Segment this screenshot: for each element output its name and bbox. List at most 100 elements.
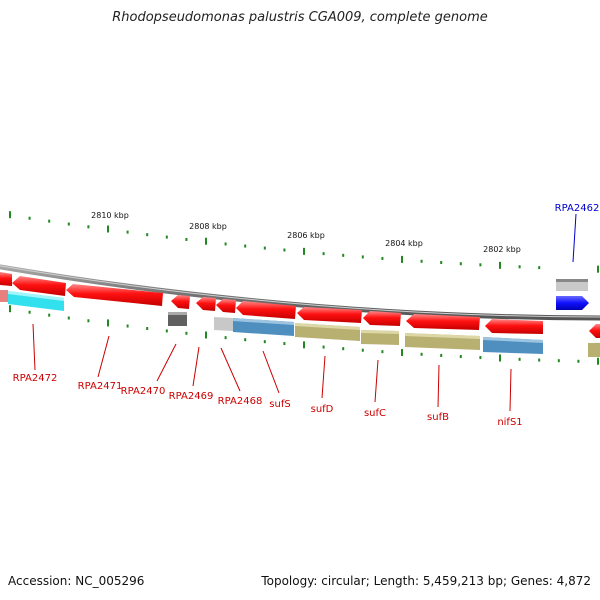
ruler-minor-tick xyxy=(185,331,188,335)
ruler-minor-tick xyxy=(381,350,384,354)
inner-ruler-ticks xyxy=(9,305,599,365)
gene-label-rpa2470[interactable]: RPA2470 xyxy=(121,386,166,397)
outer-ruler-ticks xyxy=(9,211,599,273)
ruler-major-tick xyxy=(205,237,207,245)
ruler-minor-tick xyxy=(263,246,266,250)
gene-label-sufb[interactable]: sufB xyxy=(427,412,449,423)
gene-track-top[interactable] xyxy=(0,272,600,338)
ruler-minor-tick xyxy=(146,327,149,331)
ruler-minor-tick xyxy=(538,266,541,270)
category-bar xyxy=(8,291,64,311)
ruler-minor-tick xyxy=(342,347,345,351)
ruler-minor-tick xyxy=(420,352,423,356)
ruler-minor-tick xyxy=(87,225,90,229)
gene-arrow[interactable] xyxy=(589,324,600,338)
ruler-minor-tick xyxy=(67,222,70,226)
ruler-minor-tick xyxy=(479,263,482,267)
genome-stats: Topology: circular; Length: 5,459,213 bp… xyxy=(261,574,591,588)
ruler-minor-tick xyxy=(126,230,129,234)
ruler-minor-tick xyxy=(342,253,345,257)
category-bar xyxy=(0,290,8,302)
ruler-minor-tick xyxy=(440,353,443,357)
ruler-minor-tick xyxy=(146,233,149,237)
gene-label-rpa2468[interactable]: RPA2468 xyxy=(218,396,263,407)
accession-info: Accession: NC_005296 xyxy=(8,574,144,588)
accession-value: NC_005296 xyxy=(75,574,145,588)
ruler-major-tick xyxy=(499,354,501,362)
ruler-minor-tick xyxy=(263,340,266,344)
ruler-minor-tick xyxy=(381,256,384,260)
gene-arrow[interactable] xyxy=(66,284,163,306)
genes-label: Genes: xyxy=(510,574,553,588)
ruler-minor-tick xyxy=(185,237,188,241)
ruler-major-tick xyxy=(499,261,501,269)
ruler-minor-tick xyxy=(459,262,462,266)
ruler-minor-tick xyxy=(87,319,90,323)
ruler-major-tick xyxy=(9,305,11,313)
genome-title: Rhodopseudomonas palustris CGA009, compl… xyxy=(112,10,488,25)
gene-label-sufd[interactable]: sufD xyxy=(311,404,334,415)
ruler-minor-tick xyxy=(283,342,286,346)
gene-arrow[interactable] xyxy=(216,299,236,313)
gene-label-rpa2471[interactable]: RPA2471 xyxy=(78,381,123,392)
gene-arrow[interactable] xyxy=(171,295,190,309)
gene-arrow[interactable] xyxy=(363,311,401,326)
ruler-minor-tick xyxy=(244,338,247,342)
gene-arrow[interactable] xyxy=(12,276,66,296)
ruler-minor-tick xyxy=(67,316,70,320)
ruler-minor-tick xyxy=(283,248,286,252)
ruler-minor-tick xyxy=(361,255,364,259)
ruler-minor-tick xyxy=(420,259,423,263)
gene-arrow[interactable] xyxy=(406,314,480,330)
gene-label-rpa2472[interactable]: RPA2472 xyxy=(13,373,58,384)
ruler-major-tick xyxy=(303,341,305,349)
ruler-minor-tick xyxy=(479,356,482,360)
gene-label-sufc[interactable]: sufC xyxy=(364,408,386,419)
ruler-major-tick xyxy=(597,265,599,273)
ruler-label: 2806 kbp xyxy=(287,231,325,240)
category-bar xyxy=(588,343,600,357)
gene-label-rpa2462[interactable]: RPA2462 xyxy=(555,203,600,214)
ruler-minor-tick xyxy=(361,348,364,352)
ruler-minor-tick xyxy=(577,359,580,363)
ruler-label: 2802 kbp xyxy=(483,245,521,254)
ruler-minor-tick xyxy=(28,310,31,314)
gene-arrow[interactable] xyxy=(297,307,362,323)
ruler-minor-tick xyxy=(165,329,168,333)
gene-arrow[interactable] xyxy=(196,297,216,311)
ruler-label: 2808 kbp xyxy=(189,222,227,231)
ruler-major-tick xyxy=(107,225,109,233)
outer-ruler: 2810 kbp 2808 kbp 2806 kbp 2804 kbp 2802… xyxy=(9,211,599,273)
gene-arrow[interactable] xyxy=(236,301,296,319)
ruler-label: 2810 kbp xyxy=(91,211,129,220)
ruler-major-tick xyxy=(401,255,403,263)
topology-value: circular xyxy=(321,574,366,588)
gene-label-nifs1[interactable]: nifS1 xyxy=(497,417,522,428)
category-bar xyxy=(168,312,187,326)
gene-label-sufs[interactable]: sufS xyxy=(269,399,290,410)
ruler-minor-tick xyxy=(440,261,443,265)
ruler-minor-tick xyxy=(224,242,227,246)
length-value: 5,459,213 bp xyxy=(422,574,503,588)
ruler-minor-tick xyxy=(244,244,247,248)
ruler-major-tick xyxy=(597,357,599,365)
gene-arrow[interactable] xyxy=(0,272,12,286)
gene-arrow-highlighted[interactable] xyxy=(556,296,589,310)
category-track xyxy=(0,290,600,357)
gene-arrow[interactable] xyxy=(485,319,543,334)
ruler-label: 2804 kbp xyxy=(385,239,423,248)
genes-value: 4,872 xyxy=(556,574,591,588)
ruler-minor-tick xyxy=(557,359,560,363)
gene-labels[interactable]: RPA2472 RPA2471 RPA2470 RPA2469 RPA2468 … xyxy=(13,203,600,428)
ruler-major-tick xyxy=(9,211,11,219)
ruler-major-tick xyxy=(205,331,207,339)
gene-label-rpa2469[interactable]: RPA2469 xyxy=(169,391,214,402)
ruler-minor-tick xyxy=(48,313,51,317)
genome-backbone xyxy=(0,264,600,321)
ruler-minor-tick xyxy=(165,235,168,239)
ruler-minor-tick xyxy=(224,336,227,340)
length-label: Length: xyxy=(373,574,420,588)
ruler-minor-tick xyxy=(518,357,521,361)
ruler-minor-tick xyxy=(28,216,31,220)
